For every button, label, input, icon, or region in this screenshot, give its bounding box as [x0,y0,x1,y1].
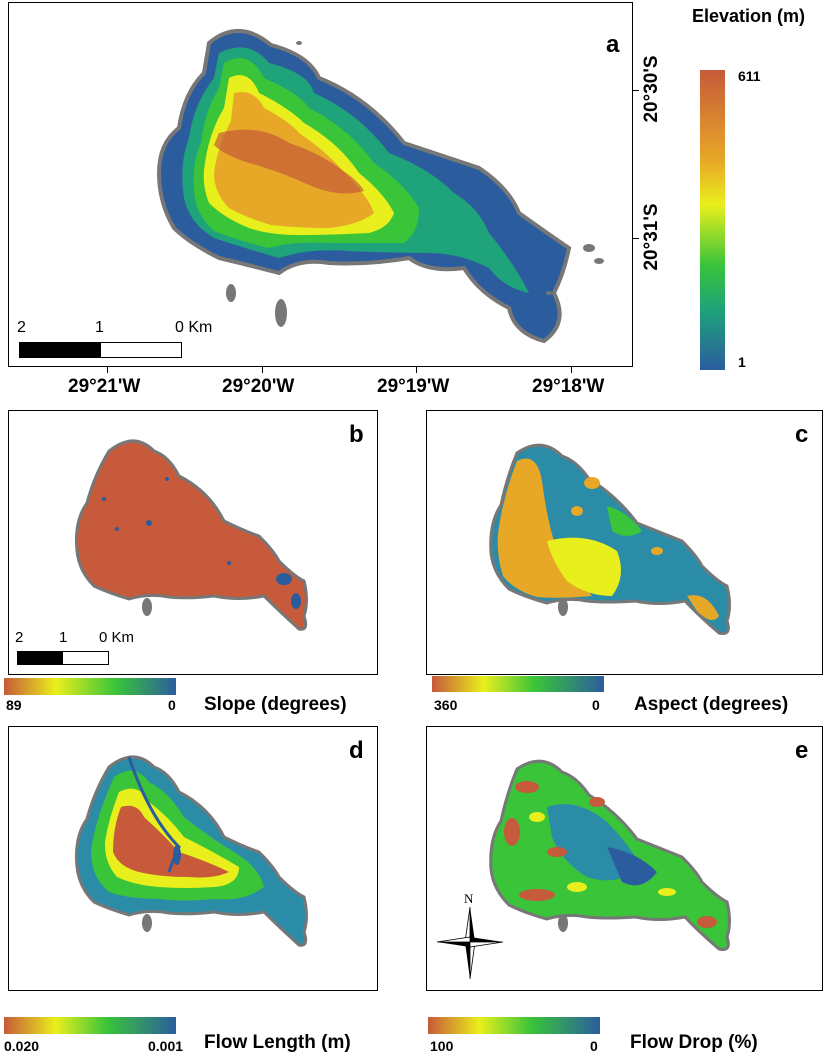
legend-min-elevation: 1 [738,354,746,370]
lat-tick-2: 20°31'S [641,203,662,271]
aspect-map [489,443,731,635]
legend-min-aspect: 0 [592,697,600,713]
legend-min-flow-length: 0.001 [148,1038,184,1054]
flow-length-map [75,755,308,947]
panel-label-c: c [795,421,809,448]
panel-label-b: b [349,421,364,448]
legend-max-flow-drop: 100 [430,1038,454,1054]
legend-max-aspect: 360 [434,697,458,713]
flow-length-color-ramp [4,1017,176,1034]
north-label: N [464,891,474,906]
legend-max-elevation: 611 [738,68,761,84]
legend-title-aspect: Aspect (degrees) [634,694,789,715]
legend-max-slope: 89 [6,697,22,713]
legend-max-flow-length: 0.020 [4,1038,40,1054]
legend-title-flow-drop: Flow Drop (%) [630,1032,758,1053]
slope-color-ramp [4,678,176,695]
lon-tick-2: 29°20'W [222,376,295,397]
legend-title-flow-length: Flow Length (m) [204,1032,351,1053]
map-panel-elevation: a 2 1 0 Km [8,2,633,367]
legend-min-flow-drop: 0 [590,1038,598,1054]
lon-tick-4: 29°18'W [532,376,605,397]
islets [226,41,604,327]
slope-map [75,439,308,631]
map-panel-flow-length: d [8,726,378,991]
elevation-color-ramp [700,70,725,370]
aspect-color-ramp [432,676,604,692]
legend-title-elevation: Elevation (m) [692,6,806,26]
panel-label-e: e [795,737,809,764]
map-panel-aspect: c [426,410,823,675]
flow-drop-color-ramp [428,1017,600,1034]
aspect-patches [571,477,663,555]
map-panel-slope: b 2 1 0 Km [8,410,378,675]
island-elevation [156,29,572,344]
map-panel-flow-drop: e N [426,726,823,991]
lon-tick-3: 29°19'W [377,376,450,397]
compass-rose-icon [436,906,504,980]
panel-label-d: d [349,737,364,764]
slope-flat-spots [102,477,301,609]
panel-label-a: a [606,31,620,58]
lon-tick-1: 29°21'W [68,376,141,397]
flow-drop-map [489,759,731,951]
flow-drop-high-zones [504,781,717,928]
flow-drop-mid-zones [529,812,676,896]
lat-tick-1: 20°30'S [641,55,662,123]
elevation-map [156,29,604,344]
legend-min-slope: 0 [168,697,176,713]
legend-title-slope: Slope (degrees) [204,694,347,715]
north-arrow: N [435,891,505,986]
